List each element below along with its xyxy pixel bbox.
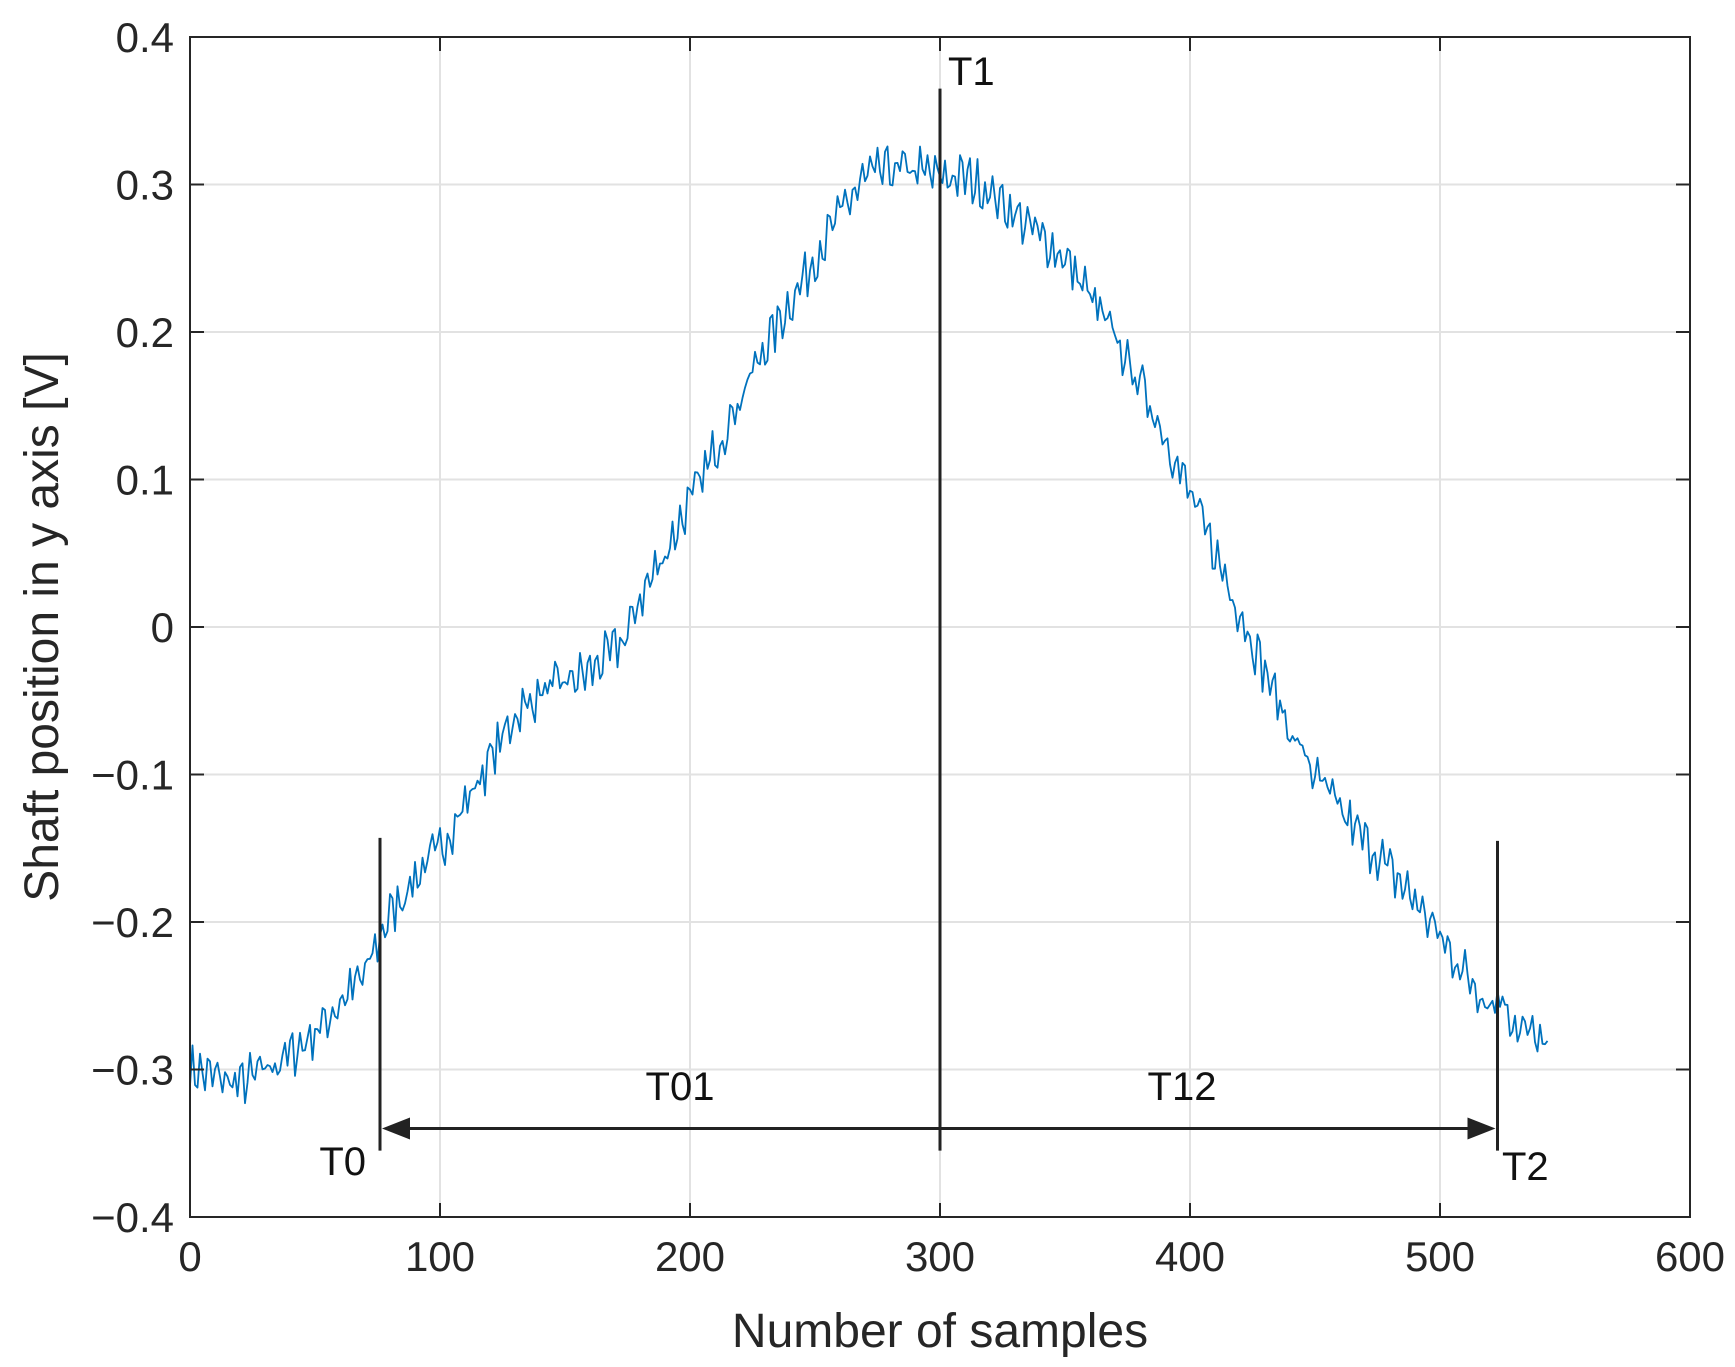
x-tick-label: 100 xyxy=(405,1233,475,1280)
x-axis-title: Number of samples xyxy=(732,1305,1148,1358)
marker-label-t1: T1 xyxy=(948,50,995,94)
y-tick-label: 0.2 xyxy=(116,309,174,356)
y-tick-label: −0.1 xyxy=(91,752,174,799)
x-tick-label: 0 xyxy=(178,1233,201,1280)
interval-arrow-head-right xyxy=(1467,1117,1496,1140)
axis-ticks xyxy=(189,36,1691,1218)
x-tick-label: 500 xyxy=(1405,1233,1475,1280)
x-tick-label: 200 xyxy=(655,1233,725,1280)
interval-label-t12: T12 xyxy=(1148,1065,1217,1109)
interval-arrow-head-left xyxy=(382,1117,410,1140)
y-tick-label: 0 xyxy=(151,604,174,651)
y-tick-label: 0.1 xyxy=(116,457,174,504)
interval-label-t01: T01 xyxy=(646,1065,715,1109)
series-layer xyxy=(189,145,1549,1105)
x-tick-labels: 0 100 200 300 400 500 600 xyxy=(178,1233,1725,1280)
y-tick-label: −0.2 xyxy=(91,899,174,946)
series-line xyxy=(189,145,1549,1105)
y-tick-label: 0.4 xyxy=(116,14,174,61)
x-tick-label: 600 xyxy=(1655,1233,1725,1280)
marker-label-t2: T2 xyxy=(1502,1145,1549,1189)
y-tick-label: 0.3 xyxy=(116,162,174,209)
x-tick-label: 300 xyxy=(905,1233,975,1280)
markers-layer xyxy=(378,88,1499,1151)
y-tick-labels: 0.4 0.3 0.2 0.1 0 −0.1 −0.2 −0.3 −0.4 xyxy=(91,14,174,1241)
y-tick-label: −0.4 xyxy=(91,1194,174,1241)
marker-label-t0: T0 xyxy=(319,1140,366,1184)
x-tick-label: 400 xyxy=(1155,1233,1225,1280)
y-tick-label: −0.3 xyxy=(91,1047,174,1094)
y-axis-title: Shaft position in y axis [V] xyxy=(16,352,69,902)
